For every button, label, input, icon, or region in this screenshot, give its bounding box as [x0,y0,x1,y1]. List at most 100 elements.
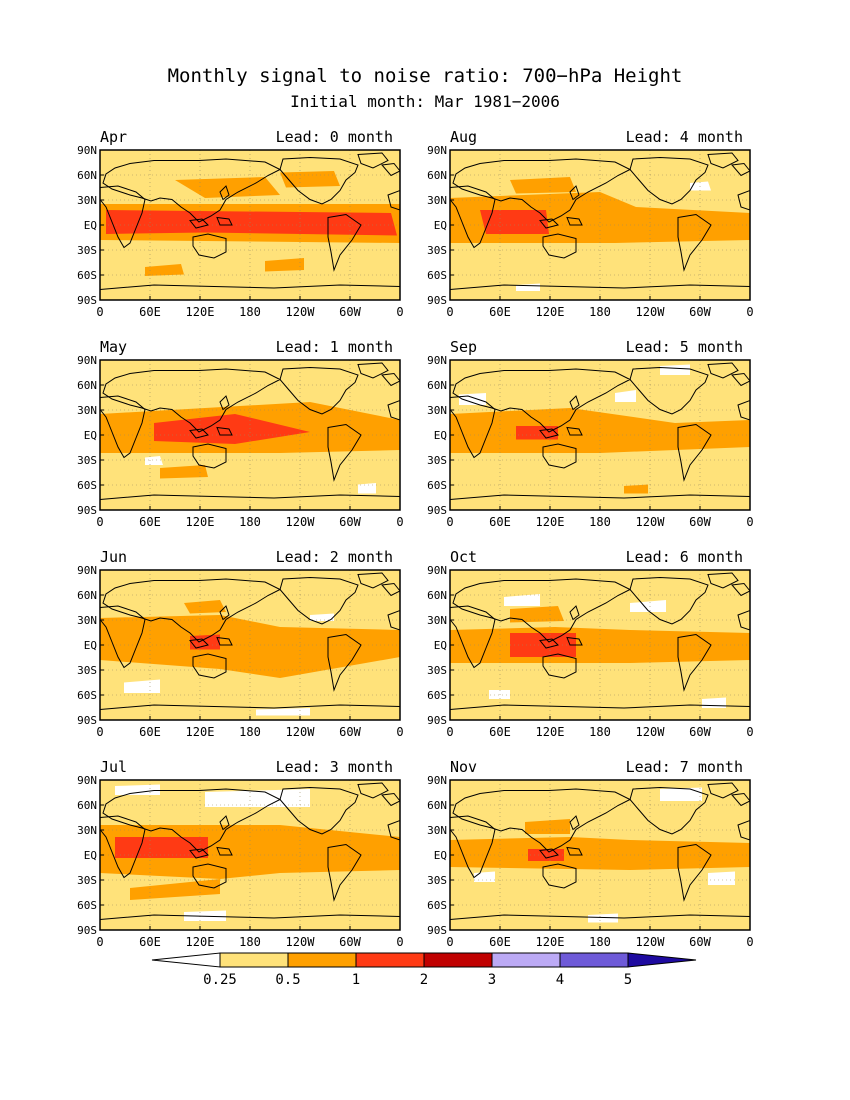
coastline [102,578,282,643]
coastline [192,653,227,679]
lon-tick-label: 180 [589,515,611,529]
lon-tick-label: 60E [139,515,161,529]
coastline [100,494,400,500]
snr-region [130,879,220,900]
coastline [677,213,712,272]
lon-tick-label: 120E [186,935,215,949]
coastline [539,638,559,649]
snr-region [588,913,618,923]
coastlines [450,572,750,710]
snr-region [450,408,750,453]
lat-tick-label: 60N [427,379,447,392]
coastline [737,819,750,841]
snr-region [516,426,558,440]
coastlines [100,572,400,710]
lon-tick-label: 0 [746,725,753,739]
lon-tick-label: 0 [96,725,103,739]
lon-tick-label: 120E [536,725,565,739]
coastline [629,576,709,625]
lon-tick-label: 0 [396,305,403,319]
coastline [102,368,282,433]
lon-tick-label: 120E [536,935,565,949]
lon-tick-label: 120W [636,725,666,739]
lat-tick-label: 60N [77,799,97,812]
colorbar-label: 0.25 [203,972,237,988]
lon-tick-label: 180 [239,935,261,949]
coastline [450,914,750,920]
snr-region [205,789,310,807]
lon-tick-label: 60E [489,935,511,949]
lat-tick-label: EQ [434,219,447,232]
lat-tick-label: 30S [77,244,97,257]
coastline [629,786,709,835]
lat-tick-label: EQ [84,849,97,862]
snr-region [510,606,564,623]
colorbar-segment [355,952,425,968]
colorbar-label: 4 [556,972,564,988]
lat-tick-label: 60S [427,269,447,282]
panel-lead-label: Lead: 2 month [276,548,393,566]
coastline [100,185,146,249]
lat-tick-label: 60N [77,169,97,182]
coastline [216,846,233,856]
coastline [189,428,209,439]
lat-tick-label: 90N [427,564,447,577]
coastline [731,582,750,597]
lon-tick-label: 0 [446,935,453,949]
coastline [707,152,739,169]
coastline [542,233,577,259]
lon-tick-label: 0 [746,515,753,529]
panel-lead-label: Lead: 4 month [626,128,743,146]
snr-region [489,690,510,699]
snr-region [256,708,310,716]
coastline [629,366,709,415]
coastline [707,362,739,379]
lon-tick-label: 180 [589,935,611,949]
coastline [100,605,146,669]
coastline [357,572,389,589]
lon-tick-label: 120W [286,935,316,949]
coastline [102,788,282,853]
lon-tick-label: 120E [186,305,215,319]
coastline [539,428,559,439]
lon-tick-label: 60E [139,725,161,739]
lon-tick-label: 120E [536,305,565,319]
coastline [566,636,583,646]
panel-lead-label: Lead: 3 month [276,758,393,776]
lon-tick-label: 0 [396,935,403,949]
lat-tick-label: 90N [427,774,447,787]
colorbar-label: 1 [352,972,360,988]
coastline [192,863,227,889]
coastline [279,576,359,625]
snr-region [624,484,648,494]
coastline [327,843,362,902]
lat-tick-label: 60S [427,899,447,912]
panel-month-label: Sep [450,338,477,356]
snr-region [154,414,310,444]
coastline [450,494,750,500]
coastline [192,443,227,469]
coastline [381,792,400,807]
snr-region [504,594,540,606]
coastline [450,815,496,879]
coastline [100,815,146,879]
lat-tick-label: 90S [77,924,97,937]
colorbar-segment [559,952,629,968]
coastline [452,788,632,853]
lat-tick-label: 60S [77,689,97,702]
coastline [189,638,209,649]
coastline [677,633,712,692]
snr-region [124,679,160,693]
lat-tick-label: 60N [77,379,97,392]
coastlines [450,782,750,920]
lat-tick-label: 90N [77,144,97,157]
coastline [100,395,146,459]
coastline [539,848,559,859]
coastline [450,605,496,669]
coastlines [450,362,750,500]
snr-region [175,177,280,198]
